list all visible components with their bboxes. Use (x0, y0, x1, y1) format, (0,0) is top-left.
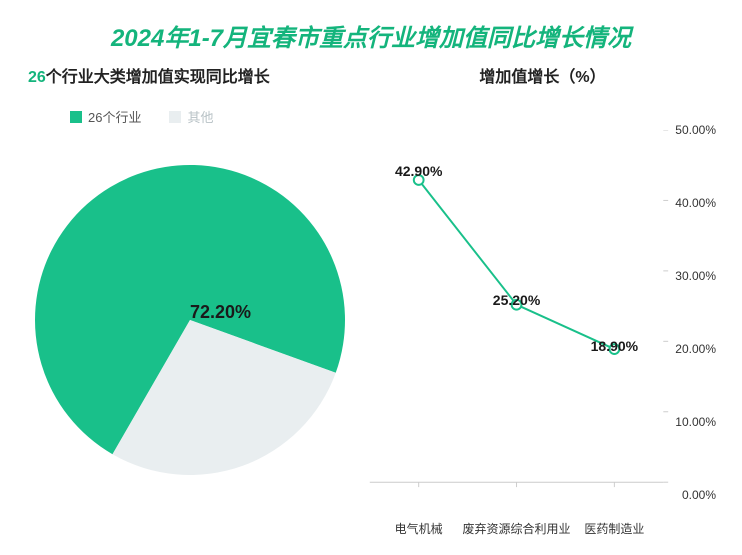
legend-label: 其他 (187, 107, 213, 126)
line-svg (360, 130, 722, 521)
x-tick-label: 废弃资源综合利用业 (463, 520, 571, 537)
pie-chart: 72.20% (20, 130, 360, 535)
y-tick-label: 20.00% (675, 342, 716, 356)
y-tick-label: 50.00% (675, 123, 716, 137)
point-value-label: 18.90% (591, 338, 638, 354)
pie-svg (25, 150, 365, 510)
subtitle-row: 26个行业大类增加值实现同比增长 增加值增长（%） (0, 63, 742, 87)
pie-subtitle: 26个行业大类增加值实现同比增长 (28, 63, 371, 87)
pie-value-label: 72.20% (190, 302, 251, 323)
line-series (419, 180, 615, 349)
line-chart: 0.00%10.00%20.00%30.00%40.00%50.00%电气机械废… (360, 130, 722, 535)
point-value-label: 42.90% (395, 163, 442, 179)
legend-swatch (70, 111, 82, 123)
accent-number: 26 (28, 69, 46, 86)
subtitle-left-text: 个行业大类增加值实现同比增长 (46, 69, 270, 86)
x-tick-label: 电气机械 (395, 520, 443, 537)
y-tick-label: 30.00% (675, 269, 716, 283)
pie-legend: 26个行业 其他 (0, 87, 742, 126)
charts-container: 72.20% 0.00%10.00%20.00%30.00%40.00%50.0… (0, 130, 742, 535)
y-tick-label: 40.00% (675, 196, 716, 210)
line-subtitle: 增加值增长（%） (371, 63, 714, 87)
y-tick-label: 10.00% (675, 415, 716, 429)
x-tick-label: 医药制造业 (584, 520, 644, 537)
point-value-label: 25.20% (493, 292, 540, 308)
legend-item: 其他 (169, 107, 213, 126)
legend-label: 26个行业 (88, 107, 141, 126)
y-tick-label: 0.00% (682, 488, 716, 502)
legend-swatch (169, 111, 181, 123)
legend-item: 26个行业 (70, 107, 141, 126)
page-title: 2024年1-7月宜春市重点行业增加值同比增长情况 (0, 0, 742, 63)
